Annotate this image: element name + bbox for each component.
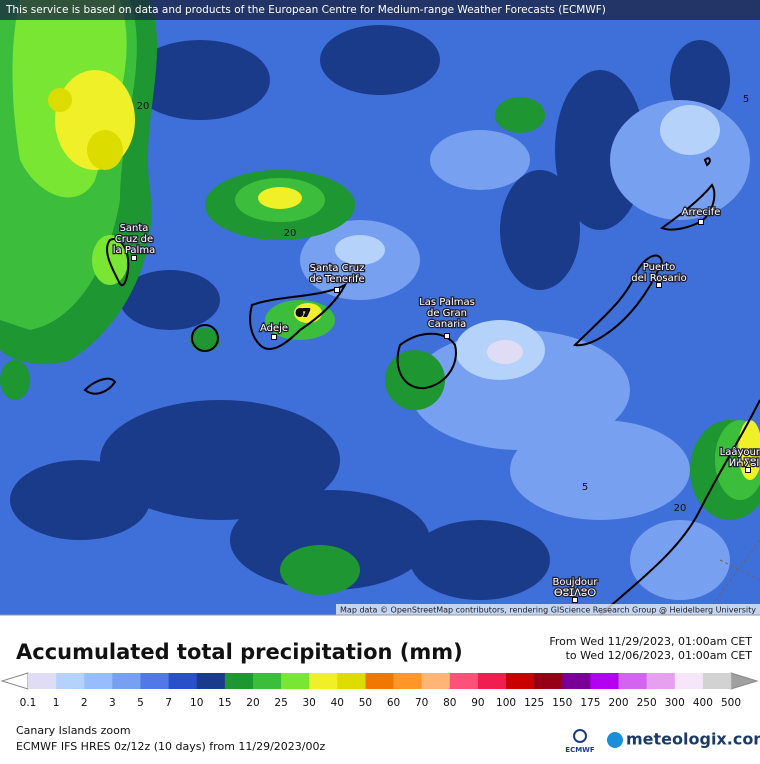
city-marker [334, 287, 340, 293]
city-label: Arrecife [682, 207, 721, 218]
colorbar-segment [646, 673, 676, 689]
city-marker [271, 334, 277, 340]
colorbar-segment [421, 673, 451, 689]
city-marker [745, 467, 751, 473]
contour-label: 20 [674, 503, 687, 514]
city-label: Santa [120, 223, 149, 234]
region: Canary Islands zoom [16, 724, 131, 737]
city-label: del Rosario [631, 273, 686, 284]
colorbar-right-arrow [730, 672, 759, 690]
colorbar-segment [281, 673, 310, 689]
ecmwf-logo [573, 729, 587, 743]
colorbar-segment [365, 673, 394, 689]
city-marker [444, 333, 450, 339]
colorbar-segment [562, 673, 591, 689]
city-label: ⵍⵄⵢⵓⵏ [729, 458, 760, 469]
brand-logo [607, 732, 623, 748]
colorbar-segment [196, 673, 226, 689]
colorbar-label: 175 [580, 697, 600, 709]
city-label: Laâyoune [720, 446, 760, 458]
colorbar-segment [477, 673, 507, 689]
colorbar-label: 7 [165, 697, 172, 709]
contour-label: 20 [137, 101, 150, 112]
precipitation-map [0, 0, 760, 616]
colorbar-label: 3 [109, 697, 116, 709]
colorbar-left-arrow [0, 672, 29, 690]
colorbar-segment [393, 673, 422, 689]
colorbar-label: 300 [665, 697, 685, 709]
colorbar-segment [28, 673, 57, 689]
contour-label: 5 [743, 94, 749, 105]
contour-label: 5 [582, 482, 588, 493]
colorbar-segment [168, 673, 198, 689]
colorbar-label: 125 [524, 697, 544, 709]
colorbar-segment [449, 673, 479, 689]
colorbar-label: 2 [81, 697, 88, 709]
city-marker [698, 219, 704, 225]
colorbar-label: 10 [190, 697, 203, 709]
city-label: Canaria [428, 319, 467, 330]
colorbar-label: 20 [246, 697, 259, 709]
city-label: Las Palmas [419, 297, 475, 308]
colorbar-segment [534, 673, 563, 689]
city-marker [131, 255, 137, 261]
colorbar-label: 250 [637, 697, 657, 709]
colorbar-segment [224, 673, 254, 689]
colorbar-segment [112, 673, 141, 689]
contour-label: 67 [296, 308, 310, 319]
city-label: de Gran [427, 308, 467, 319]
colorbar-label: 40 [331, 697, 344, 709]
contour-label: 20 [284, 228, 297, 239]
colorbar-label: 70 [415, 697, 428, 709]
city-label: Adeje [260, 323, 288, 334]
colorbar-label: 15 [218, 697, 231, 709]
colorbar-label: 80 [443, 697, 456, 709]
colorbar-label: 400 [693, 697, 713, 709]
city-label: Puerto [643, 262, 676, 273]
colorbar-label: 1 [53, 697, 60, 709]
colorbar-label: 500 [721, 697, 741, 709]
colorbar-label: 0.1 [20, 697, 37, 709]
city-label: Cruz de [115, 234, 153, 245]
colorbar-label: 150 [552, 697, 572, 709]
period-from: From Wed 11/29/2023, 01:00am CET [549, 635, 752, 648]
city-label: Santa Cruz [310, 263, 365, 274]
city-label: de Tenerife [309, 274, 364, 285]
colorbar-segment [702, 673, 732, 689]
colorbar-segment [337, 673, 366, 689]
legend-title: Accumulated total precipitation (mm) [16, 640, 463, 664]
colorbar-label: 200 [608, 697, 628, 709]
colorbar-label: 100 [496, 697, 516, 709]
city-marker [656, 282, 662, 288]
colorbar-segment [84, 673, 113, 689]
colorbar-label: 25 [274, 697, 287, 709]
ecmwf: ECMWF [565, 746, 595, 754]
colorbar-label: 60 [387, 697, 400, 709]
city-label: la Palma [113, 245, 155, 256]
city-label: ⴱⵓⵊⴷⵓⵔ [554, 588, 596, 599]
banner: This service is based on data and produc… [5, 4, 606, 16]
colorbar-segment [309, 673, 338, 689]
colorbar-label: 30 [303, 697, 316, 709]
colorbar-label: 50 [359, 697, 372, 709]
period-to: to Wed 12/06/2023, 01:00am CET [566, 649, 753, 662]
city-marker [572, 597, 578, 603]
colorbar-label: 90 [471, 697, 484, 709]
colorbar-segment [590, 673, 619, 689]
attribution: Map data © OpenStreetMap contributors, r… [340, 606, 756, 615]
colorbar-segment [506, 673, 535, 689]
colorbar-segment [140, 673, 169, 689]
city-label: Boujdour [552, 577, 598, 588]
colorbar-segment [674, 673, 704, 689]
brand: meteologix.com [626, 730, 760, 749]
colorbar-label: 5 [137, 697, 144, 709]
colorbar-segment [252, 673, 282, 689]
colorbar-segment [618, 673, 647, 689]
colorbar-segment [56, 673, 85, 689]
model: ECMWF IFS HRES 0z/12z (10 days) from 11/… [16, 740, 326, 753]
